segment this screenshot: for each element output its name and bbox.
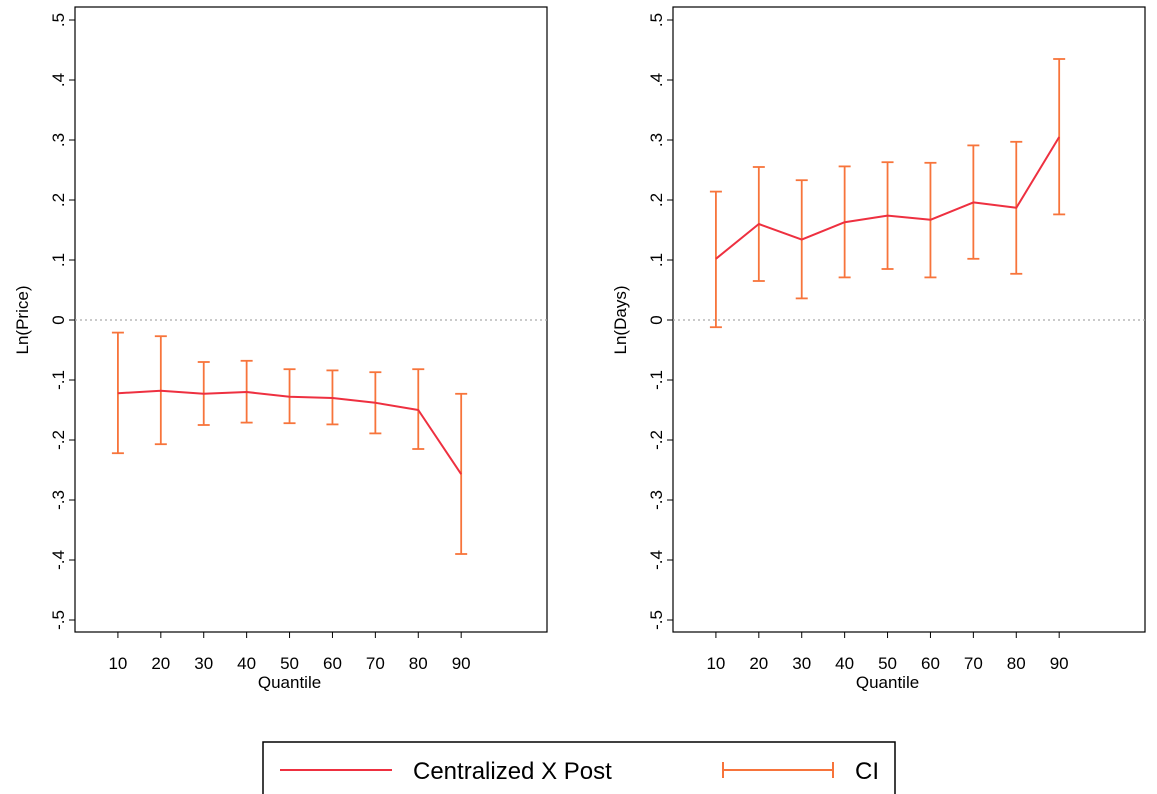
legend: Centralized X Post CI: [262, 741, 896, 794]
y-tick-label: .3: [647, 133, 666, 147]
y-tick-label: .5: [49, 13, 68, 27]
series-line: [117, 389, 463, 475]
y-tick-label: 0: [647, 315, 666, 324]
x-tick-label: 50: [878, 654, 897, 673]
y-tick-label: .4: [647, 73, 666, 87]
y-tick-label: .5: [647, 13, 666, 27]
x-tick-label: 30: [194, 654, 213, 673]
y-tick-label: 0: [49, 315, 68, 324]
y-axis-title: Ln(Price): [13, 286, 32, 355]
x-axis-title: Quantile: [258, 673, 321, 692]
legend-label-ci: CI: [855, 758, 879, 785]
x-tick-label: 80: [409, 654, 428, 673]
x-tick-label: 90: [452, 654, 471, 673]
x-tick-label: 70: [964, 654, 983, 673]
y-tick-label: .1: [49, 253, 68, 267]
x-tick-label: 40: [835, 654, 854, 673]
x-tick-label: 10: [108, 654, 127, 673]
y-tick-label: -.2: [49, 430, 68, 450]
y-tick-label: .2: [49, 193, 68, 207]
x-tick-label: 70: [366, 654, 385, 673]
y-tick-label: -.5: [49, 610, 68, 630]
y-tick-label: -.3: [49, 490, 68, 510]
x-tick-label: 20: [151, 654, 170, 673]
y-tick-label: -.4: [49, 550, 68, 570]
y-tick-label: -.1: [647, 370, 666, 390]
y-tick-label: .2: [647, 193, 666, 207]
y-tick-label: -.3: [647, 490, 666, 510]
x-tick-label: 10: [706, 654, 725, 673]
legend-ci-swatch: [722, 762, 834, 778]
x-tick-label: 20: [749, 654, 768, 673]
legend-label-series: Centralized X Post: [413, 758, 612, 785]
legend-box: [262, 741, 896, 794]
y-tick-label: -.2: [647, 430, 666, 450]
x-axis-title: Quantile: [856, 673, 919, 692]
panel-ln-days: -.5 -.4 -.3 -.2 -.1 0 .1 .2 .3 .4 .5 10 20 30 40 50 60 70…: [611, 6, 1146, 692]
y-tick-label: -.5: [647, 610, 666, 630]
y-tick-label: -.1: [49, 370, 68, 390]
y-tick-label: -.4: [647, 550, 666, 570]
x-tick-label: 30: [792, 654, 811, 673]
series-line: [715, 136, 1061, 260]
panel-ln-price: -.5 -.4 -.3 -.2 -.1 0 .1 .2 .3 .4 .5 10 20 30 40 50 60 70…: [13, 6, 548, 692]
x-tick-label: 50: [280, 654, 299, 673]
x-tick-label: 80: [1007, 654, 1026, 673]
y-axis-title: Ln(Days): [611, 286, 630, 355]
y-tick-label: .3: [49, 133, 68, 147]
x-tick-label: 90: [1050, 654, 1069, 673]
y-tick-label: .4: [49, 73, 68, 87]
x-tick-label: 60: [921, 654, 940, 673]
x-tick-label: 60: [323, 654, 342, 673]
y-tick-label: .1: [647, 253, 666, 267]
x-tick-label: 40: [237, 654, 256, 673]
